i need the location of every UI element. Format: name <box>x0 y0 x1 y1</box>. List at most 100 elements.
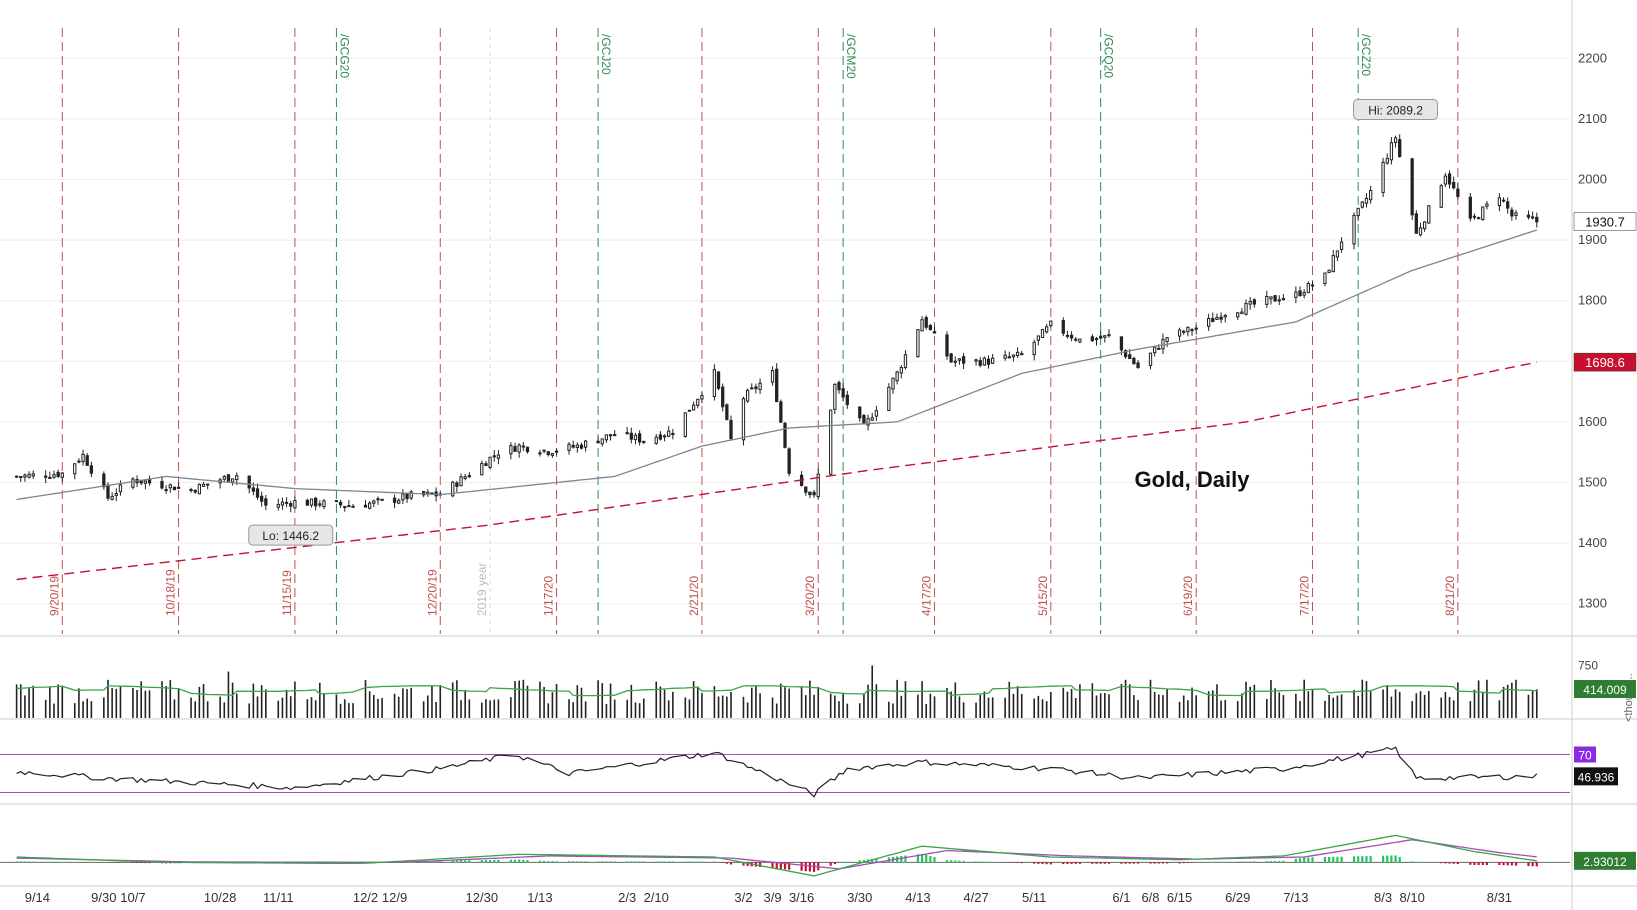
candle-body <box>280 501 285 506</box>
x-tick-label-6/29: 6/29 <box>1225 890 1250 905</box>
candle-body <box>1506 201 1510 209</box>
candle-body <box>829 409 833 475</box>
low-label: L: 1926.3 <box>276 4 342 24</box>
candle-body <box>604 434 609 441</box>
sma200-line <box>16 361 1537 581</box>
y-tick-label-1400: 1400 <box>1578 535 1607 550</box>
candle-body <box>56 471 60 477</box>
candle-body <box>750 387 754 390</box>
x-tick-label-11/11: 11/11 <box>263 890 294 905</box>
candle-body <box>845 394 849 406</box>
drawing-tools-icon[interactable] <box>1583 3 1605 25</box>
sma50-label[interactable]: SimpleMovingAvg (CLOSE, 50, 0, no) <box>462 4 691 24</box>
candle-body <box>1298 290 1302 297</box>
candle-body <box>467 475 471 478</box>
candle-body <box>687 409 692 412</box>
candle-body <box>343 505 347 508</box>
candle-body <box>81 453 85 463</box>
candle-body <box>1526 214 1531 218</box>
x-tick-label-10/28: 10/28 <box>204 890 237 905</box>
candle-body <box>1078 338 1082 343</box>
candle-body <box>164 489 168 492</box>
candle-body <box>961 356 966 364</box>
candle-body <box>1215 316 1219 321</box>
candle-body <box>305 499 309 506</box>
candle-body <box>52 474 56 478</box>
high-label: H: 1941.7 <box>209 4 277 24</box>
candle-body <box>1011 354 1016 358</box>
candle-body <box>1410 158 1414 216</box>
x-tick-label-3/9: 3/9 <box>764 890 782 905</box>
x-tick-label-4/13: 4/13 <box>905 890 930 905</box>
candle-body <box>775 368 779 403</box>
volume-label[interactable]: Volume <box>0 641 55 661</box>
candle-body <box>1207 318 1211 327</box>
candle-body <box>484 463 488 467</box>
candle-body <box>978 360 982 366</box>
candle-body <box>1481 206 1485 221</box>
candle-body <box>1049 320 1053 327</box>
candle-body <box>1065 334 1070 337</box>
candle-body <box>1165 337 1169 342</box>
candle-body <box>1385 157 1389 164</box>
x-tick-label-3/2: 3/2 <box>734 890 752 905</box>
candle-body <box>334 500 339 503</box>
candle-body <box>1128 354 1132 360</box>
candle-body <box>118 484 123 493</box>
candle-body <box>1061 320 1065 334</box>
x-tick-label-5/11: 5/11 <box>1022 890 1046 905</box>
candle-body <box>438 493 442 496</box>
candle-body <box>1136 362 1140 369</box>
x-tick-label-7/13: 7/13 <box>1283 890 1308 905</box>
candle-body <box>716 371 721 389</box>
candle-body <box>1497 197 1502 207</box>
candle-body <box>1273 295 1277 302</box>
rsi-badge-text: 46.936 <box>1578 770 1615 784</box>
candle-body <box>77 460 81 463</box>
rsi-label[interactable]: RSI (14, 70, 30, CLOSE, WILDERS, no) <box>0 724 243 744</box>
x-tick-label-6/8: 6/8 <box>1141 890 1159 905</box>
candle-body <box>235 475 239 481</box>
candle-body <box>654 436 658 444</box>
x-tick-label-9/14: 9/14 <box>25 890 50 905</box>
candle-body <box>492 455 496 458</box>
candle-body <box>322 500 326 508</box>
candle-body <box>222 476 226 480</box>
x-tick-label-12/30: 12/30 <box>466 890 499 905</box>
candle-body <box>1447 173 1452 185</box>
price-header: /GC 1 Y 1D D: 9/9/20 O: 1939.4 H: 1941.7… <box>0 3 1029 25</box>
candle-body <box>974 359 978 362</box>
volume-value: 75,891 <box>54 641 106 661</box>
volume-unit-label: <thousa... <box>1623 673 1635 722</box>
rollover-label-/GCZ20: /GCZ20 <box>1359 34 1373 76</box>
candle-body <box>392 497 397 503</box>
candle-body <box>667 430 671 437</box>
rsi-line <box>16 746 1538 798</box>
candle-body <box>538 452 542 455</box>
candle-body <box>779 401 783 423</box>
candle-body <box>700 395 704 400</box>
candle-body <box>314 497 318 507</box>
symbol-label[interactable]: /GC 1 Y 1D <box>0 4 77 24</box>
candle-body <box>1090 336 1094 342</box>
candle-body <box>920 319 924 332</box>
expiry-label-6/19/20: 6/19/20 <box>1181 576 1195 616</box>
last-price-badge-text: 1930.7 <box>1585 214 1625 229</box>
candle-body <box>770 370 775 383</box>
candle-body <box>405 493 409 500</box>
volume-tick-750: 750 <box>1578 659 1598 673</box>
volume-bars-group <box>15 665 1538 718</box>
open-interest-value: 414,009 <box>191 641 250 661</box>
candle-body <box>1439 185 1443 208</box>
candle-body <box>1302 291 1306 296</box>
y-tick-label-2000: 2000 <box>1578 172 1607 187</box>
open-interest-label[interactable]: OpenInterest <box>105 641 192 661</box>
sma200-label[interactable]: SimpleMovingAvg (CLOSE, 200, 0, no) <box>742 4 978 24</box>
candle-body <box>1119 336 1124 351</box>
candle-body <box>368 502 372 509</box>
candle-body <box>1389 142 1394 161</box>
candle-body <box>14 475 19 478</box>
macd-label[interactable]: MACD (12, 26, 9, EXPONENTIAL, no) <box>0 809 233 829</box>
candle-body <box>1422 221 1427 230</box>
